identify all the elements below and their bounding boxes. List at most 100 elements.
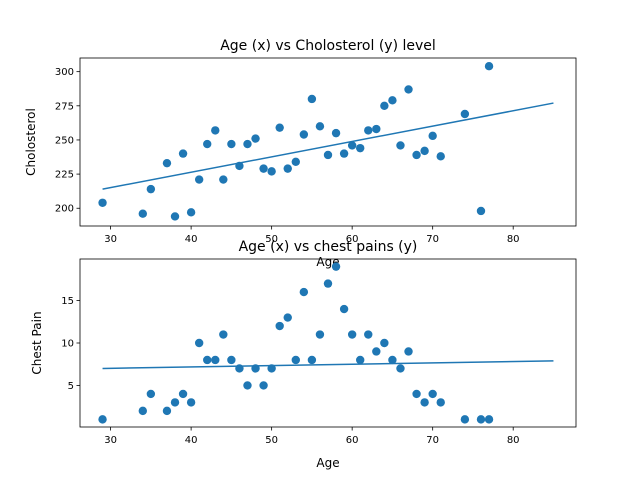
- bottom-chart-data-point: [404, 347, 413, 356]
- bottom-chart-data-point: [364, 330, 373, 339]
- bottom-chart-data-point: [259, 381, 268, 390]
- bottom-chart-data-point: [162, 406, 172, 416]
- top-chart-data-point: [323, 150, 333, 160]
- top-chart-data-point: [428, 131, 437, 141]
- bottom-chart-data-point: [211, 355, 220, 365]
- top-chart-data-point: [227, 139, 236, 149]
- bottom-chart-data-point: [178, 389, 188, 399]
- bottom-chart-data-point: [412, 389, 421, 399]
- bottom-chart-data-point: [323, 279, 333, 288]
- top-chart-data-point: [364, 126, 373, 135]
- bottom-chart-data-point: [428, 389, 437, 399]
- bottom-chart-data-point: [307, 355, 317, 365]
- top-chart-title: Age (x) vs Cholosterol (y) level: [220, 38, 436, 54]
- bottom-chart-y-tick-label: 15: [61, 296, 74, 307]
- top-chart-data-point: [307, 94, 317, 104]
- top-chart-data-point: [267, 167, 276, 176]
- top-chart-data-point: [372, 124, 381, 134]
- bottom-chart: 30 40 50 60 70 80 5 10 15 Age (x) vs chest pains …: [30, 239, 577, 470]
- top-chart-x-tick-label: 50: [265, 234, 278, 245]
- top-chart-data-point: [243, 139, 252, 149]
- bottom-chart-data-point: [219, 330, 228, 339]
- top-chart-data-point: [315, 122, 325, 131]
- top-chart-data-point: [380, 101, 389, 111]
- top-chart-fit-line: [102, 102, 554, 190]
- bottom-chart-data-point: [186, 398, 196, 407]
- top-chart-data-point: [146, 184, 156, 194]
- top-chart-data-point: [347, 141, 357, 150]
- top-chart-x-tick-label: 30: [104, 234, 117, 245]
- top-chart-data-point: [356, 143, 365, 153]
- bottom-chart-title: Age (x) vs chest pains (y): [239, 239, 418, 255]
- bottom-chart-data-point: [138, 406, 148, 416]
- top-chart: 30 40 50 60 70 80 200 225 250 275 300 Age (x) vs Ch…: [24, 38, 577, 269]
- top-chart-data-point: [283, 164, 292, 173]
- top-chart-data-point: [331, 128, 341, 138]
- bottom-chart-x-tick-label: 70: [426, 435, 439, 446]
- bottom-chart-data-point: [331, 262, 341, 271]
- top-chart-y-tick-label: 250: [55, 135, 74, 146]
- bottom-chart-data-point: [291, 355, 300, 365]
- bottom-chart-data-point: [275, 321, 284, 331]
- bottom-chart-x-tick-label: 30: [104, 435, 117, 446]
- top-chart-x-tick-label: 80: [507, 234, 520, 245]
- top-chart-data-point: [178, 149, 188, 158]
- top-chart-data-point: [170, 212, 180, 221]
- top-chart-plot-area: [79, 57, 577, 227]
- bottom-chart-y-tick-label: 10: [61, 339, 74, 350]
- bottom-chart-data-point: [388, 355, 397, 365]
- bottom-chart-y-tick-label: 5: [68, 381, 74, 392]
- bottom-chart-data-point: [396, 364, 405, 373]
- top-chart-data-point: [259, 164, 268, 173]
- bottom-chart-data-point: [380, 338, 389, 348]
- bottom-chart-x-label: Age: [316, 456, 339, 470]
- top-chart-data-point: [339, 149, 349, 158]
- top-chart-data-point: [404, 85, 413, 94]
- top-chart-data-point: [460, 109, 470, 119]
- top-chart-x-tick-label: 70: [426, 234, 439, 245]
- top-chart-data-point: [251, 134, 260, 143]
- bottom-chart-data-point: [283, 313, 292, 322]
- top-chart-data-point: [476, 206, 486, 216]
- bottom-chart-data-point: [299, 287, 309, 297]
- top-chart-data-point: [211, 126, 220, 135]
- bottom-chart-data-point: [460, 415, 470, 424]
- top-chart-data-point: [299, 130, 309, 139]
- top-chart-data-point: [138, 209, 148, 218]
- top-chart-data-point: [203, 139, 212, 149]
- bottom-chart-x-tick-label: 60: [346, 435, 359, 446]
- top-chart-x-tick-label: 60: [346, 234, 359, 245]
- bottom-chart-data-point: [339, 304, 349, 314]
- top-chart-data-point: [275, 123, 284, 132]
- top-chart-data-point: [388, 96, 397, 105]
- top-chart-data-point: [186, 208, 196, 217]
- top-chart-data-point: [98, 198, 107, 207]
- bottom-chart-data-point: [315, 330, 325, 339]
- bottom-chart-data-point: [170, 398, 180, 407]
- bottom-chart-x-tick-label: 80: [507, 435, 520, 446]
- top-chart-data-point: [412, 150, 421, 160]
- bottom-chart-data-point: [146, 389, 156, 399]
- bottom-chart-fit-line: [102, 360, 554, 370]
- bottom-chart-data-point: [347, 330, 357, 339]
- bottom-chart-data-point: [476, 415, 486, 424]
- top-chart-y-tick-label: 275: [55, 101, 74, 112]
- bottom-chart-data-point: [243, 381, 252, 390]
- top-chart-y-tick-label: 200: [55, 204, 74, 215]
- top-chart-data-point: [420, 146, 429, 156]
- bottom-chart-data-point: [227, 355, 236, 365]
- bottom-chart-data-point: [356, 355, 365, 365]
- bottom-chart-y-label: Chest Pain: [30, 311, 44, 374]
- top-chart-y-tick-label: 225: [55, 170, 74, 181]
- bottom-chart-data-point: [372, 347, 381, 356]
- bottom-chart-x-tick-label: 40: [185, 435, 198, 446]
- bottom-chart-data-point: [484, 415, 494, 424]
- top-chart-data-point: [396, 141, 405, 150]
- top-chart-data-point: [484, 61, 494, 71]
- top-chart-data-point: [291, 157, 300, 167]
- top-chart-data-point: [162, 158, 172, 168]
- bottom-chart-x-tick-label: 50: [265, 435, 278, 446]
- bottom-chart-data-point: [194, 338, 204, 348]
- top-chart-y-tick-label: 300: [55, 67, 74, 78]
